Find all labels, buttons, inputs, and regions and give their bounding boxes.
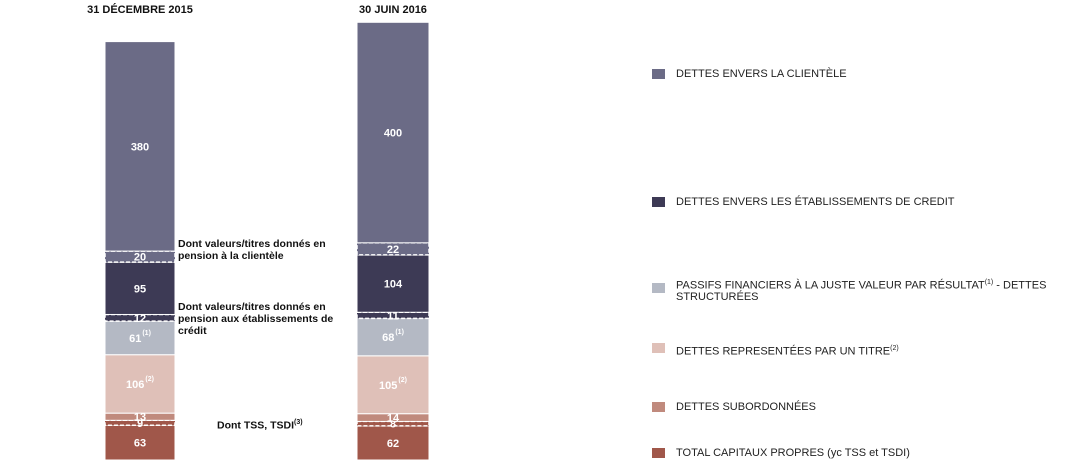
data-note: (2) [145,376,154,383]
bar-segment [356,317,430,357]
data-label: 9 [137,418,143,430]
data-value: 12 [134,313,146,325]
bar-segment [104,313,176,322]
bar-segment [356,355,430,415]
legend-swatch [652,197,665,207]
legend-label: DETTES ENVERS LA CLIENTÈLE [676,67,847,80]
legend-swatch [652,343,665,353]
legend-label: DETTES ENVERS LES ÉTABLISSEMENTS DE CRED… [676,195,955,208]
data-label: 13 [134,412,146,424]
data-value: 106 [126,379,144,391]
data-label: 400 [384,127,402,139]
data-label: 105(2) [379,377,407,392]
data-value: 11 [387,310,399,322]
data-value: 20 [134,251,146,263]
bar-segment [104,354,176,414]
annotation: Dont valeurs/titres donnés en pension au… [178,301,334,338]
data-label: 63 [134,438,146,450]
data-label: 62 [387,438,399,450]
bar-segment [104,320,176,356]
category-label: 31 DÉCEMBRE 2015 [87,3,193,16]
data-label: 22 [387,244,399,256]
data-value: 13 [134,412,146,424]
data-value: 61 [129,333,141,345]
bar-segment [104,419,176,427]
data-label: 8 [390,419,396,431]
data-value: 104 [384,279,403,291]
data-note: (1) [142,330,151,337]
bar-segment [104,250,176,263]
data-label: 14 [387,412,400,424]
legend-label: DETTES REPRESENTÉES PAR UN TITRE(2) [676,344,899,358]
legend-swatch [652,402,665,412]
data-note: (2) [398,377,407,384]
data-value: 14 [387,412,400,424]
legend-label: DETTES SUBORDONNÉES [676,400,816,413]
data-label: 11 [387,310,399,322]
bar-segment [104,424,176,461]
bar-segment [356,254,430,313]
bar-segment [356,425,430,461]
data-value: 9 [137,418,143,430]
bar-segment [104,41,176,252]
legend-label: PASSIFS FINANCIERS À LA JUSTE VALEUR PAR… [676,279,1047,303]
bar-segment [104,261,176,315]
data-label: 68(1) [382,329,404,344]
data-label: 12 [134,313,146,325]
annotation: Dont valeurs/titres donnés en pension à … [178,238,326,263]
data-value: 95 [134,283,146,295]
annotation: Dont TSS, TSDI(3) [217,418,303,432]
legend-label: TOTAL CAPITAUX PROPRES (yc TSS et TSDI) [676,446,910,459]
data-value: 62 [387,438,399,450]
category-label: 30 JUIN 2016 [359,4,427,16]
data-value: 380 [131,141,149,153]
data-value: 63 [134,438,146,450]
data-value: 400 [384,127,402,139]
data-value: 22 [387,244,399,256]
legend-swatch [652,69,665,79]
data-label: 106(2) [126,376,154,391]
data-value: 68 [382,332,394,344]
data-label: 95 [134,283,146,295]
data-label: 380 [131,141,149,153]
data-note: (1) [395,329,404,336]
legend-swatch [652,448,665,458]
data-label: 104 [384,279,403,291]
legend-swatch [652,283,665,293]
data-value: 105 [379,380,397,392]
data-label: 61(1) [129,330,151,345]
data-label: 20 [134,251,146,263]
bar-segment [356,21,430,244]
data-value: 8 [390,419,396,431]
